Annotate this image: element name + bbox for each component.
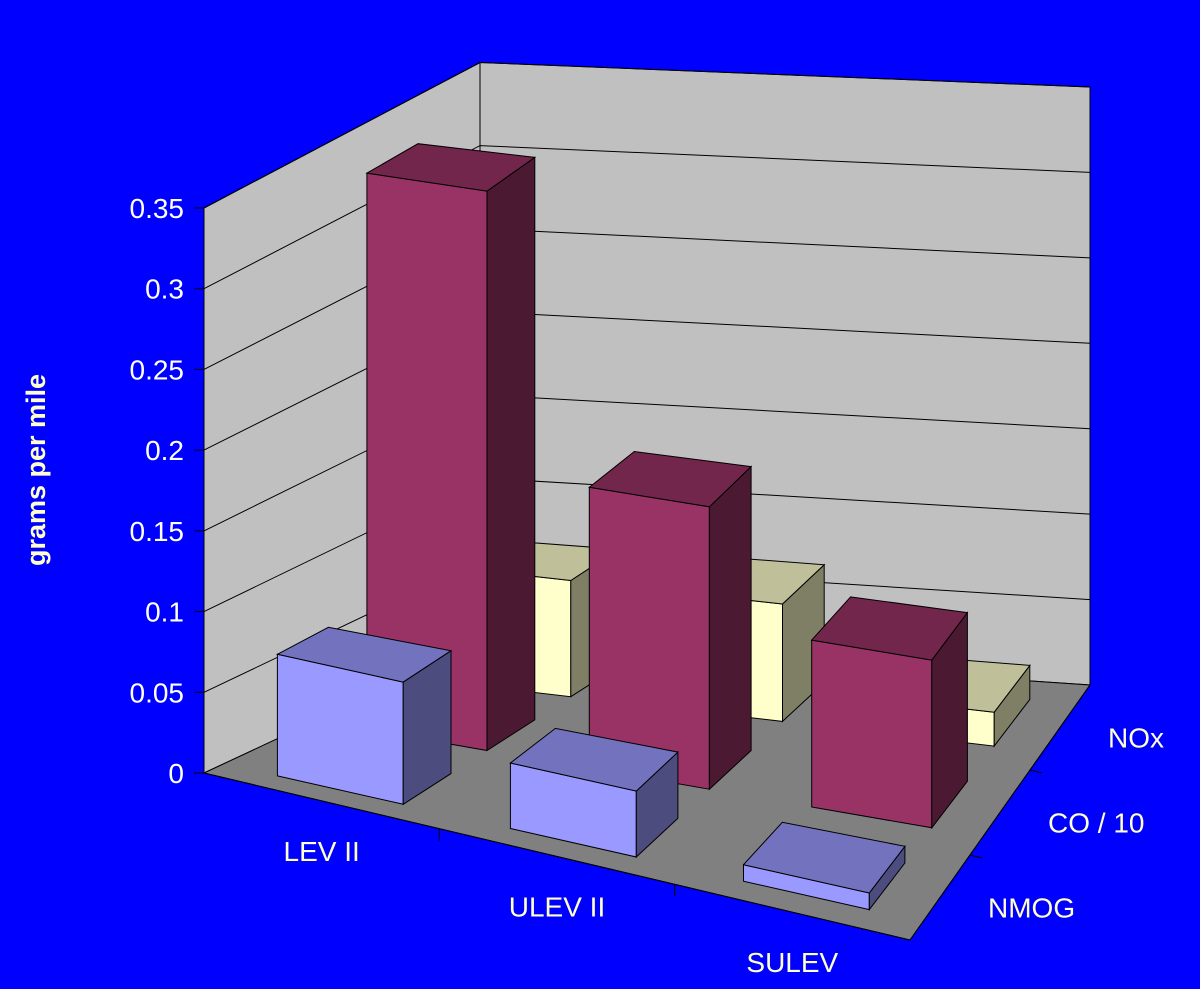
gridline — [203, 145, 1091, 290]
labels: 0 0.05 0.1 0.15 0.2 0.25 0.3 0.35 LEV II ULEV II S… — [21, 193, 1164, 978]
bar — [810, 596, 969, 830]
bars — [275, 143, 1031, 912]
bar-top-shade — [589, 451, 752, 507]
bar-top-face — [742, 821, 906, 894]
y-tick-label: 0.35 — [130, 193, 185, 224]
y-tick-label: 0.25 — [130, 354, 185, 385]
category-label: LEV II — [284, 836, 360, 867]
y-tick-label: 0.15 — [130, 516, 185, 547]
gridline — [203, 61, 1091, 209]
bar-top-shade — [277, 627, 451, 683]
bar-side-shade — [636, 752, 678, 857]
bar-top-shade — [811, 596, 968, 661]
bar-top-shade — [743, 822, 905, 893]
series-label: NOx — [1108, 723, 1164, 754]
bar-side-shade — [403, 650, 451, 805]
y-tick-label: 0 — [168, 758, 184, 789]
y-tick-label: 0.2 — [145, 435, 184, 466]
bar-side-shade — [487, 157, 535, 751]
bar-side-shade — [869, 846, 905, 910]
y-tick-label: 0.3 — [145, 274, 184, 305]
depth-axis-line — [909, 684, 1091, 941]
depth-tick-mark — [1029, 769, 1043, 774]
y-tick-label: 0.05 — [130, 677, 185, 708]
depth-tick-mark — [969, 854, 983, 859]
bar-front-face — [811, 639, 933, 829]
series-label: CO / 10 — [1048, 808, 1144, 839]
y-tick-label: 0.1 — [145, 597, 184, 628]
bar — [588, 450, 753, 791]
bar-top-face — [509, 727, 679, 792]
axes — [194, 207, 1091, 941]
category-label: SULEV — [746, 947, 838, 978]
bar-top-face — [588, 450, 753, 508]
bar-top-face — [365, 143, 537, 192]
bar-side-shade — [709, 466, 752, 790]
y-axis-title: grams per mile — [21, 374, 51, 566]
bar — [509, 727, 679, 859]
bar — [742, 821, 906, 912]
series-label: NMOG — [988, 893, 1075, 924]
bar — [275, 626, 453, 806]
bar-top-shade — [366, 143, 535, 192]
bar-side-shade — [994, 665, 1030, 747]
x-axis-line — [203, 772, 911, 941]
bar-top-face — [810, 596, 969, 661]
bar-top-shade — [510, 728, 678, 792]
category-label: ULEV II — [509, 892, 605, 923]
bar-side-shade — [931, 612, 968, 828]
bar — [365, 143, 537, 752]
bar-top-face — [275, 626, 453, 683]
